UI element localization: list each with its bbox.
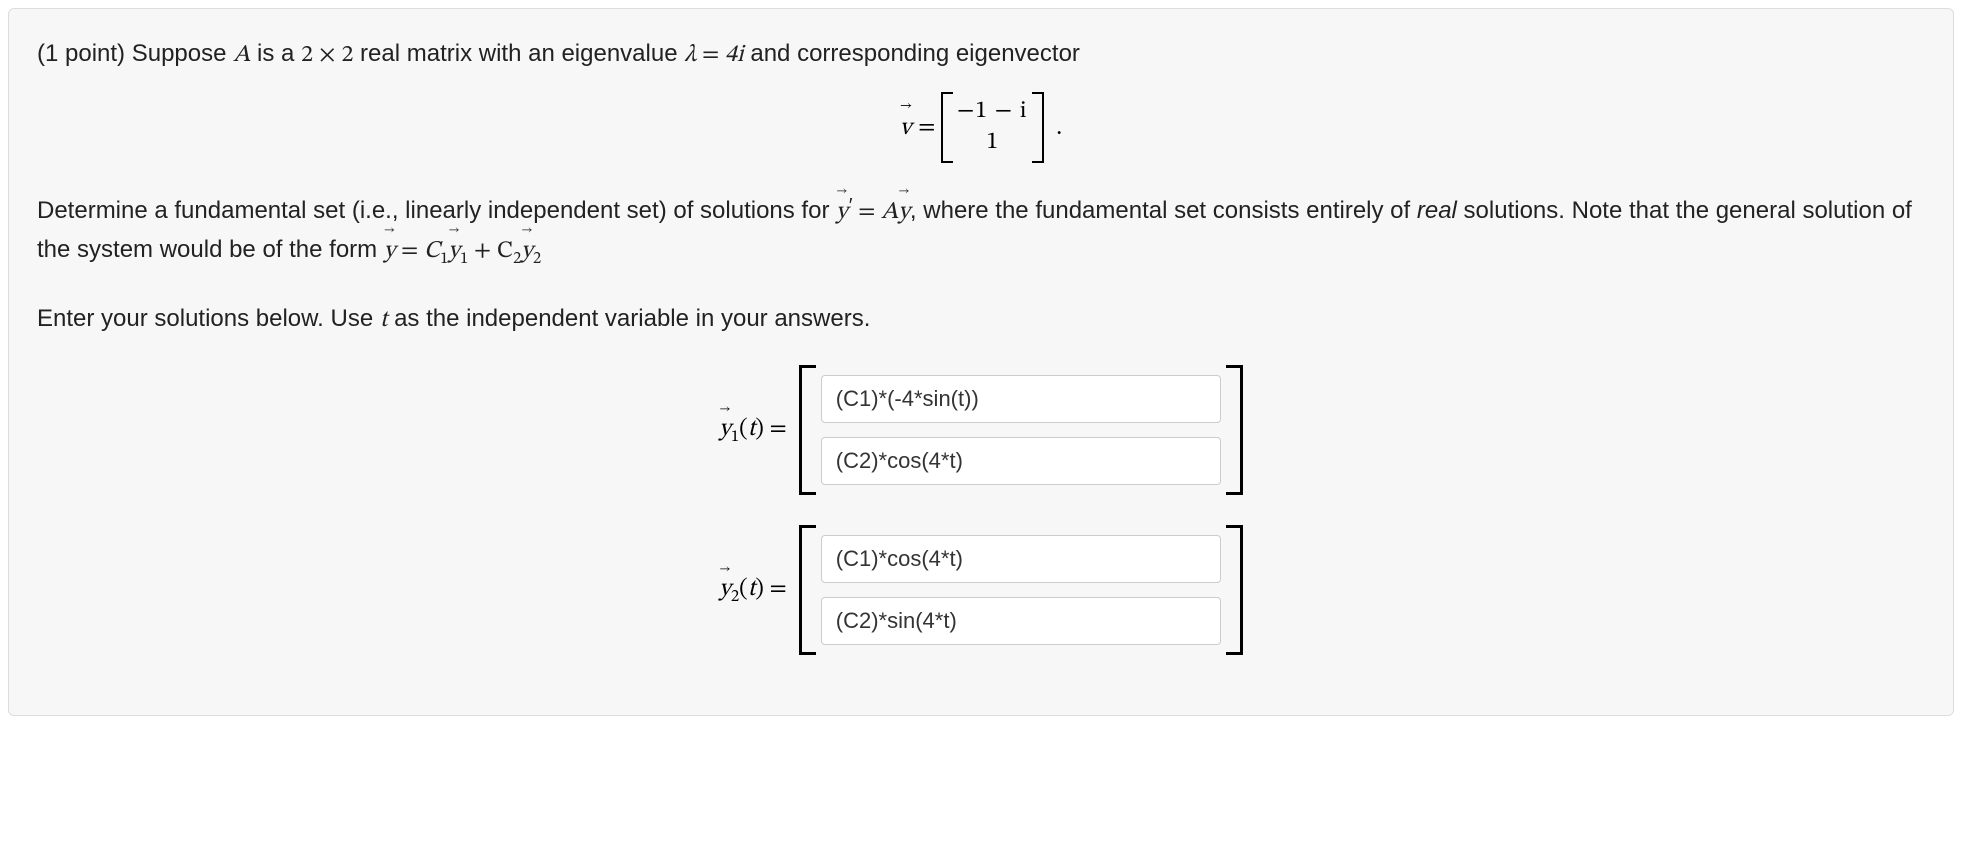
big-bracket-left-icon — [799, 525, 813, 655]
y2-symbol: y — [719, 572, 731, 604]
y1-answer-row: y1(t) = — [37, 365, 1925, 495]
y1-component-2-input[interactable] — [821, 437, 1221, 485]
desc-text-1: Determine a fundamental set (i.e., linea… — [37, 197, 836, 224]
equals-2: = — [853, 200, 882, 224]
eigenvector-equation: v = −1 − i 1 . — [37, 92, 1925, 162]
lambda-symbol: λ — [684, 43, 696, 67]
y-vector-3: y — [384, 231, 396, 270]
y2-component-1-input[interactable] — [821, 535, 1221, 583]
real-emphasis: real — [1417, 197, 1457, 224]
intro-text-d: and corresponding eigenvector — [744, 40, 1080, 67]
y1-arg: (t) = — [739, 417, 787, 441]
vector-v-symbol: v — [900, 111, 912, 143]
eigenvector-matrix: −1 − i 1 — [941, 92, 1044, 162]
y2-subscript: 2 — [731, 588, 739, 605]
bracket-right-icon — [1034, 92, 1044, 162]
intro-text-a: Suppose — [132, 40, 233, 67]
answers-area: y1(t) = y2(t) = — [37, 365, 1925, 655]
y1-symbol: y — [719, 412, 731, 444]
y2-answer-row: y2(t) = — [37, 525, 1925, 655]
bracket-left-icon — [941, 92, 951, 162]
sub-2a: 2 — [513, 250, 521, 267]
equation-period: . — [1050, 116, 1062, 140]
matrix-dim: 2 × 2 — [301, 43, 353, 67]
y-vector-2: y — [898, 192, 910, 231]
big-bracket-right-icon — [1229, 365, 1243, 495]
instructions: Enter your solutions below. Use t as the… — [37, 300, 1925, 339]
points-label: (1 point) — [37, 40, 132, 67]
big-bracket-right-icon — [1229, 525, 1243, 655]
equals-vec: = — [918, 116, 941, 140]
matrix-row-1: −1 − i — [957, 96, 1028, 127]
y1-label: y1(t) = — [719, 412, 787, 447]
matrix-A-symbol: A — [233, 43, 250, 67]
y1-component-1-input[interactable] — [821, 375, 1221, 423]
plus-C2: + C — [468, 239, 513, 263]
problem-panel: (1 point) Suppose A is a 2 × 2 real matr… — [8, 8, 1954, 716]
y1-subscript: 1 — [731, 428, 739, 445]
big-bracket-left-icon — [799, 365, 813, 495]
y2-vector: y — [521, 231, 533, 270]
y-vector-1: y — [836, 192, 848, 231]
desc-text-3: , where the fundamental set consists ent… — [910, 197, 1417, 224]
sub-2b: 2 — [533, 250, 541, 267]
C1-term: C — [424, 239, 440, 263]
y2-component-2-input[interactable] — [821, 597, 1221, 645]
instr-a: Enter your solutions below. Use — [37, 305, 380, 332]
equals-3: = — [395, 239, 424, 263]
y2-arg: (t) = — [739, 577, 787, 601]
intro-text-b: is a — [250, 40, 301, 67]
problem-intro: (1 point) Suppose A is a 2 × 2 real matr… — [37, 35, 1925, 74]
y2-vector-input — [799, 525, 1243, 655]
y2-label: y2(t) = — [719, 572, 787, 607]
A-symbol-2: A — [881, 200, 898, 224]
problem-description: Determine a fundamental set (i.e., linea… — [37, 191, 1925, 272]
y1-vector-input — [799, 365, 1243, 495]
matrix-row-2: 1 — [986, 127, 998, 158]
eigenvalue-value: 4i — [725, 43, 744, 67]
intro-text-c: real matrix with an eigenvalue — [353, 40, 684, 67]
instr-b: as the independent variable in your answ… — [387, 305, 870, 332]
y1-vector: y — [448, 231, 460, 270]
equals-1: = — [696, 43, 725, 67]
